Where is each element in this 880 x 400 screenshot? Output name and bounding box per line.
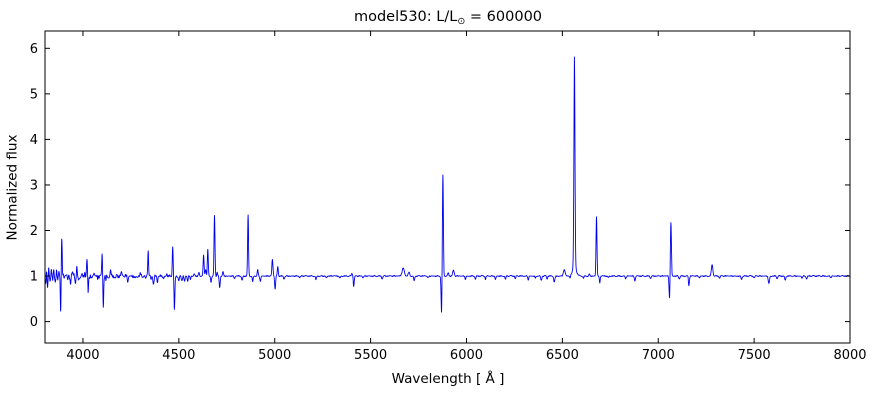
chart-title-prefix: model530: L/L (353, 9, 458, 25)
chart-title: model530: L/L⊙ = 600000 (248, 9, 648, 27)
y-tick-label: 3 (30, 178, 38, 193)
y-tick-label: 4 (30, 133, 38, 148)
x-axis-label: Wavelength [ Å ] (391, 371, 505, 387)
x-tick-label: 4500 (162, 348, 195, 363)
x-tick-label: 4000 (66, 348, 99, 363)
spectrum-line (44, 56, 851, 313)
x-tick-label: 5000 (258, 348, 291, 363)
y-tick-label: 2 (30, 224, 38, 239)
plot-area: 4000 4500 5000 5500 6000 6500 7000 7500 8000 0 1 2 3… (30, 30, 867, 363)
plot-border (44, 30, 851, 344)
y-axis-label: Normalized flux (4, 134, 21, 241)
x-tick-label: 7000 (642, 348, 675, 363)
y-tick-label: 0 (30, 315, 38, 330)
x-tick-label: 6500 (546, 348, 579, 363)
y-tick-label: 1 (30, 270, 38, 285)
y-tick-label: 5 (30, 87, 38, 102)
x-tick-label: 7500 (738, 348, 771, 363)
x-tick-label: 6000 (450, 348, 483, 363)
y-tick-label: 6 (30, 42, 38, 57)
x-tick-label: 5500 (354, 348, 387, 363)
x-tick-label: 8000 (833, 348, 866, 363)
chart-title-suffix: = 600000 (465, 9, 543, 25)
sun-symbol: ⊙ (457, 16, 466, 27)
